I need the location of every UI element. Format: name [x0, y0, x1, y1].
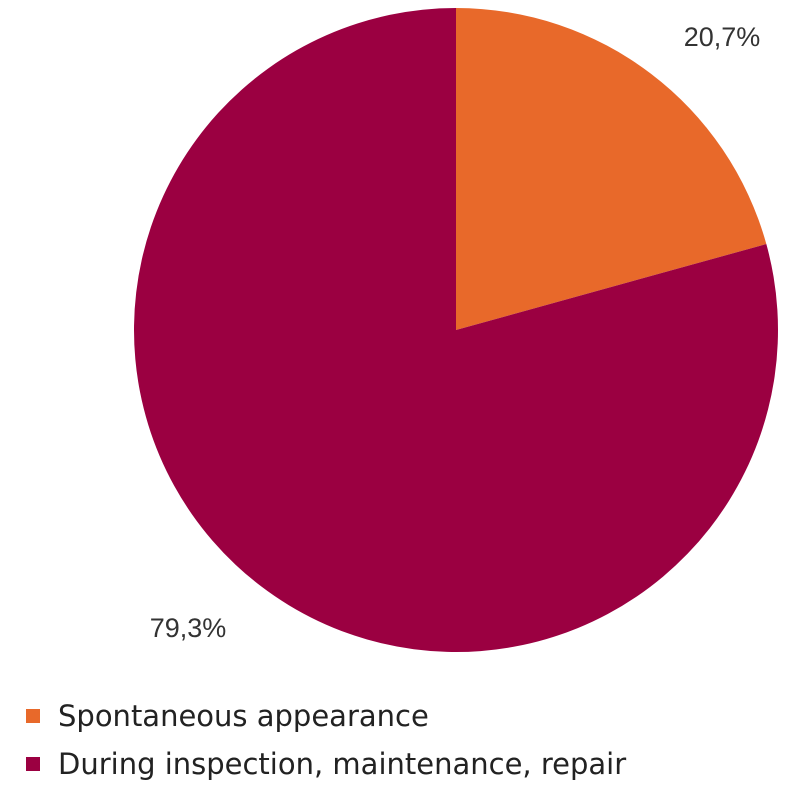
- legend-swatch-inspection: [26, 757, 40, 771]
- legend-item-inspection: During inspection, maintenance, repair: [26, 740, 626, 788]
- legend-item-spontaneous: Spontaneous appearance: [26, 692, 626, 740]
- slice-spontaneous: [456, 8, 767, 330]
- slice-label-spontaneous: 20,7%: [684, 22, 761, 52]
- pie-labels: 20,7% 79,3%: [150, 22, 761, 643]
- legend-swatch-spontaneous: [26, 709, 40, 723]
- legend-label-inspection: During inspection, maintenance, repair: [58, 747, 627, 781]
- pie-slices: [134, 8, 779, 652]
- legend-label-spontaneous: Spontaneous appearance: [58, 699, 429, 733]
- legend: Spontaneous appearance During inspection…: [26, 692, 626, 788]
- slice-inspection: [134, 8, 779, 652]
- slice-label-inspection: 79,3%: [150, 613, 227, 643]
- pie-chart: 20,7% 79,3%: [134, 8, 779, 652]
